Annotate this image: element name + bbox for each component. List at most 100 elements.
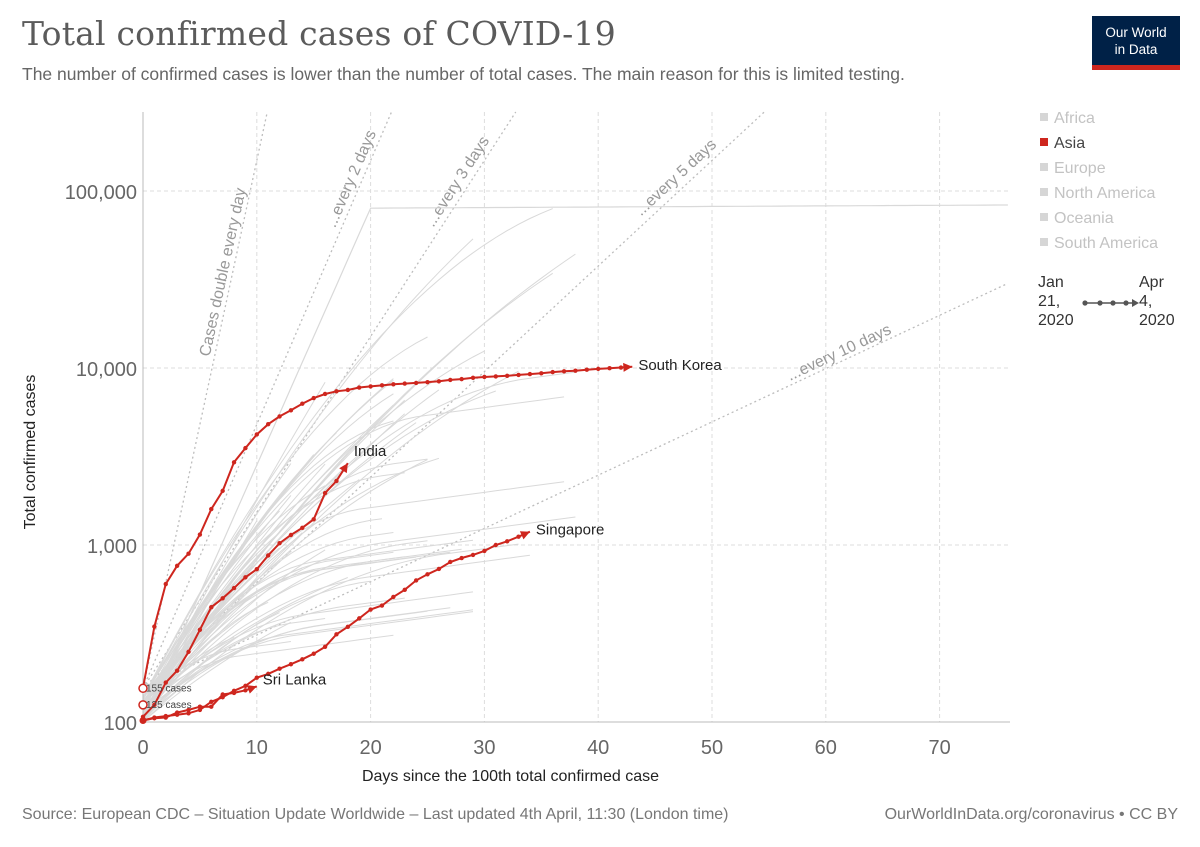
- series-point: [186, 551, 191, 556]
- series-point: [334, 389, 339, 394]
- x-tick-label: 70: [928, 737, 950, 759]
- series-point: [265, 422, 271, 427]
- background-series-line: [142, 371, 576, 713]
- series-point: [231, 690, 237, 696]
- series-point: [322, 391, 328, 397]
- series-point: [288, 408, 294, 413]
- y-axis-title: Total confirmed cases: [22, 375, 39, 530]
- series-point: [220, 692, 225, 697]
- legend-item-south-america[interactable]: South America: [1040, 233, 1158, 258]
- series-point: [596, 366, 601, 372]
- x-tick-label: 20: [359, 737, 381, 759]
- series-point: [254, 675, 259, 680]
- legend-item-asia[interactable]: Asia: [1040, 133, 1158, 158]
- series-point: [197, 532, 203, 537]
- series-point: [186, 711, 191, 716]
- y-tick-label: 1,000: [87, 536, 137, 558]
- owid-logo[interactable]: Our World in Data: [1092, 16, 1180, 70]
- series-point: [220, 596, 225, 601]
- series-point: [368, 607, 373, 612]
- series-point: [186, 707, 191, 713]
- background-series-line: [142, 204, 1008, 723]
- logo-accent-bar: [1092, 65, 1180, 70]
- timeline-start-date: Jan 21, 2020: [1038, 273, 1074, 330]
- timeline-start-year: 2020: [1038, 312, 1074, 329]
- grid-layer: [143, 112, 1010, 723]
- series-point: [300, 525, 305, 530]
- series-point: [300, 657, 305, 662]
- series-point: [163, 715, 168, 720]
- axis-layer: 100 1,000 10,000 100,000 0 10 20 30 40 50 60 70 Days…: [22, 112, 1010, 785]
- legend-item-north-america[interactable]: North America: [1040, 183, 1158, 208]
- timeline-slider[interactable]: Jan 21, 2020 Apr 4, 2020: [1038, 273, 1188, 337]
- series-point: [391, 594, 396, 600]
- series-point: [174, 710, 180, 715]
- highlighted-series-layer[interactable]: [140, 362, 633, 723]
- reference-line-label: Cases double every day: [197, 187, 250, 358]
- start-annotation: 125 cases: [146, 700, 192, 711]
- reference-line-label: ...every 2 days: [323, 128, 380, 230]
- series-end-arrow: [339, 463, 348, 474]
- series-point: [209, 605, 214, 610]
- background-series-line: [142, 370, 519, 717]
- series-point: [425, 572, 430, 577]
- series-point: [402, 381, 407, 386]
- series-end-arrow: [246, 685, 257, 694]
- background-series-line: [142, 543, 519, 723]
- series-point: [311, 395, 316, 401]
- timeline-end-month: Apr: [1139, 274, 1164, 291]
- x-tick-label: 10: [246, 737, 268, 759]
- timeline-end-date: Apr 4, 2020: [1139, 273, 1175, 330]
- background-series-line: [142, 621, 292, 722]
- x-tick-label: 50: [701, 737, 723, 759]
- source-note: Source: European CDC – Situation Update …: [22, 806, 729, 823]
- legend-swatch: [1040, 163, 1048, 171]
- legend-item-oceania[interactable]: Oceania: [1040, 208, 1158, 233]
- series-point: [573, 368, 578, 373]
- series-end-arrow: [623, 362, 633, 372]
- series-point: [311, 517, 316, 522]
- reference-line: [142, 282, 1009, 689]
- background-series-layer: [142, 204, 1008, 723]
- x-axis-title: Days since the 100th total confirmed cas…: [362, 768, 659, 785]
- legend-swatch: [1040, 213, 1048, 221]
- series-point: [152, 702, 157, 708]
- reference-line: [142, 111, 268, 689]
- series-point: [504, 539, 510, 544]
- background-series-line: [142, 540, 428, 716]
- footer-link[interactable]: OurWorldInData.org/coronavirus • CC BY: [884, 806, 1178, 823]
- series-point: [174, 668, 180, 673]
- legend-label: Oceania: [1054, 210, 1114, 227]
- legend-item-africa[interactable]: Africa: [1040, 108, 1158, 133]
- series-point: [448, 377, 453, 383]
- background-series-line: [142, 607, 451, 720]
- series-point: [277, 414, 282, 419]
- series-point: [459, 555, 464, 561]
- start-annotation: 155 cases: [146, 683, 192, 694]
- y-tick-label: 10,000: [76, 359, 137, 381]
- series-point: [516, 534, 521, 539]
- series-point: [345, 387, 351, 393]
- timeline-start-day: 21,: [1038, 293, 1061, 310]
- series-point: [265, 553, 271, 558]
- background-series-line: [142, 634, 394, 707]
- legend: Africa Asia Europe North America Oceania…: [1040, 108, 1158, 258]
- series-point: [322, 490, 328, 496]
- chart-subtitle: The number of confirmed cases is lower t…: [22, 64, 905, 84]
- series-point: [379, 603, 385, 608]
- series-labels-layer: South Korea India Singapore Sri Lanka 155 ca…: [138, 357, 722, 724]
- series-point: [334, 478, 339, 484]
- x-tick-label: 0: [137, 737, 148, 759]
- series-point: [504, 373, 510, 378]
- timeline-track[interactable]: [1080, 293, 1140, 313]
- series-point: [277, 540, 282, 546]
- start-marker: [138, 683, 148, 694]
- series-label-south-korea: South Korea: [638, 357, 722, 374]
- series-point: [436, 379, 442, 384]
- legend-swatch: [1040, 188, 1048, 196]
- series-point: [334, 632, 339, 637]
- series-point: [231, 585, 237, 591]
- series-point: [243, 683, 248, 689]
- background-series-line: [142, 510, 280, 698]
- legend-item-europe[interactable]: Europe: [1040, 158, 1158, 183]
